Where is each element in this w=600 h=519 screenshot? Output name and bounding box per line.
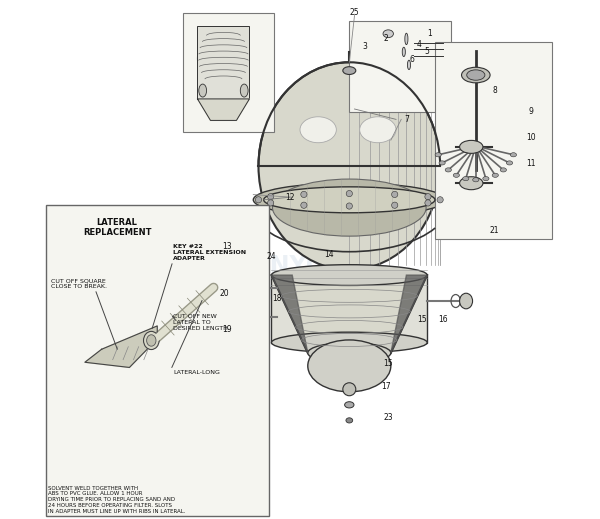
Text: 10: 10 xyxy=(526,133,536,142)
FancyBboxPatch shape xyxy=(196,221,235,272)
Bar xyxy=(271,275,427,343)
Text: SOLVENT WELD TOGETHER WITH
ABS TO PVC GLUE. ALLOW 1 HOUR
DRYING TIME PRIOR TO RE: SOLVENT WELD TOGETHER WITH ABS TO PVC GL… xyxy=(48,486,186,514)
Ellipse shape xyxy=(492,173,499,177)
Ellipse shape xyxy=(383,30,394,37)
Ellipse shape xyxy=(425,194,431,200)
Text: 4: 4 xyxy=(417,39,422,49)
Ellipse shape xyxy=(271,265,427,285)
Bar xyxy=(349,21,451,112)
Text: 9: 9 xyxy=(529,107,533,116)
Ellipse shape xyxy=(510,153,517,157)
Ellipse shape xyxy=(239,279,252,297)
Text: LATERAL
REPLACEMENT: LATERAL REPLACEMENT xyxy=(83,218,151,237)
Text: 5: 5 xyxy=(425,47,430,57)
Ellipse shape xyxy=(439,161,445,165)
Ellipse shape xyxy=(460,293,473,309)
Ellipse shape xyxy=(346,418,353,423)
Text: 23: 23 xyxy=(383,413,393,422)
Ellipse shape xyxy=(359,117,396,143)
Ellipse shape xyxy=(343,383,356,395)
Ellipse shape xyxy=(253,183,445,217)
Ellipse shape xyxy=(268,200,274,206)
Text: 20: 20 xyxy=(220,289,230,298)
Ellipse shape xyxy=(256,197,262,203)
Ellipse shape xyxy=(197,27,250,89)
Ellipse shape xyxy=(467,70,485,80)
Text: 21: 21 xyxy=(490,226,499,236)
Text: 14: 14 xyxy=(324,250,334,259)
Text: 24: 24 xyxy=(266,252,276,262)
Polygon shape xyxy=(391,275,427,353)
Text: 8: 8 xyxy=(492,86,497,95)
Polygon shape xyxy=(271,275,427,353)
Text: 3: 3 xyxy=(362,42,367,51)
Ellipse shape xyxy=(199,84,206,97)
Ellipse shape xyxy=(259,62,440,270)
Ellipse shape xyxy=(308,343,391,363)
Text: 25: 25 xyxy=(350,8,359,18)
Text: 12: 12 xyxy=(285,193,295,202)
Ellipse shape xyxy=(460,176,483,190)
Ellipse shape xyxy=(506,161,512,165)
Text: 19: 19 xyxy=(223,325,232,334)
Ellipse shape xyxy=(483,176,489,181)
Ellipse shape xyxy=(392,202,398,208)
Bar xyxy=(435,42,552,239)
Text: 15: 15 xyxy=(383,359,393,368)
Bar xyxy=(46,205,269,516)
Ellipse shape xyxy=(272,179,426,236)
Ellipse shape xyxy=(271,332,427,353)
Ellipse shape xyxy=(301,192,307,198)
Text: 7: 7 xyxy=(404,115,409,124)
Polygon shape xyxy=(271,275,308,353)
Polygon shape xyxy=(197,99,250,120)
Ellipse shape xyxy=(300,117,337,143)
Text: CUT OFF NEW
LATERAL TO
DESIRED LENGTH.: CUT OFF NEW LATERAL TO DESIRED LENGTH. xyxy=(173,314,230,331)
Text: INYO
POOLS: INYO POOLS xyxy=(250,254,340,306)
Bar xyxy=(183,13,274,132)
Ellipse shape xyxy=(343,66,356,74)
Ellipse shape xyxy=(425,200,431,206)
Ellipse shape xyxy=(500,168,506,172)
Ellipse shape xyxy=(268,194,274,200)
Ellipse shape xyxy=(241,84,248,97)
Text: 2: 2 xyxy=(383,34,388,44)
Bar xyxy=(197,26,250,99)
Text: 18: 18 xyxy=(272,294,281,303)
Text: 13: 13 xyxy=(223,242,232,251)
Ellipse shape xyxy=(437,197,443,203)
Ellipse shape xyxy=(392,192,398,198)
Text: KEY #22
LATERAL EXTENSION
ADAPTER: KEY #22 LATERAL EXTENSION ADAPTER xyxy=(173,244,246,261)
Ellipse shape xyxy=(473,177,479,182)
Ellipse shape xyxy=(346,203,352,209)
Ellipse shape xyxy=(229,280,242,296)
Text: 16: 16 xyxy=(438,315,448,324)
Text: 17: 17 xyxy=(381,382,391,391)
Ellipse shape xyxy=(301,202,307,208)
Text: 1: 1 xyxy=(427,29,432,38)
Ellipse shape xyxy=(453,173,460,177)
Ellipse shape xyxy=(405,33,408,45)
Ellipse shape xyxy=(203,309,215,324)
Ellipse shape xyxy=(263,187,435,213)
Ellipse shape xyxy=(143,332,159,350)
Ellipse shape xyxy=(460,140,483,154)
Text: 15: 15 xyxy=(417,315,427,324)
Ellipse shape xyxy=(344,402,354,408)
Ellipse shape xyxy=(346,190,352,197)
Ellipse shape xyxy=(308,340,391,392)
Ellipse shape xyxy=(213,307,226,326)
Text: 6: 6 xyxy=(409,55,414,64)
Text: CUT OFF SQUARE
CLOSE TO BREAK.: CUT OFF SQUARE CLOSE TO BREAK. xyxy=(51,278,107,289)
Ellipse shape xyxy=(146,335,156,346)
Ellipse shape xyxy=(461,67,490,83)
Ellipse shape xyxy=(435,153,442,157)
Ellipse shape xyxy=(463,176,469,181)
Polygon shape xyxy=(85,326,157,367)
Ellipse shape xyxy=(407,60,410,70)
Text: LATERAL-LONG: LATERAL-LONG xyxy=(173,370,220,375)
Ellipse shape xyxy=(402,47,406,57)
Ellipse shape xyxy=(445,168,451,172)
Text: 11: 11 xyxy=(526,159,536,168)
